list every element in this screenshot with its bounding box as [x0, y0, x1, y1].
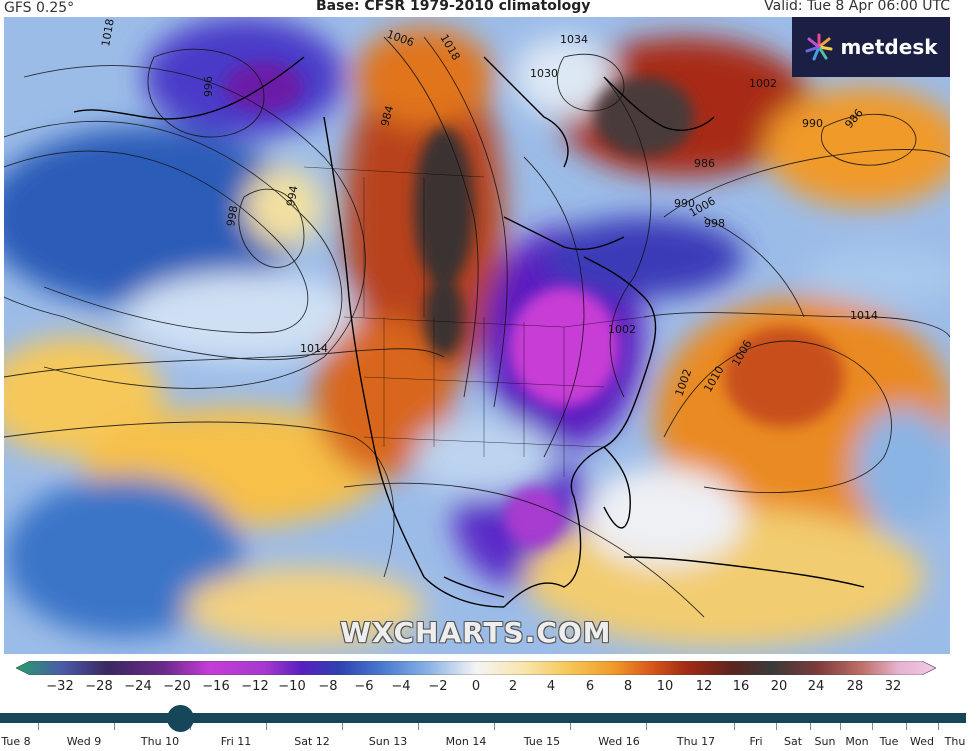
isobars [4, 36, 950, 618]
timeline-day[interactable]: Sat [783, 735, 803, 748]
colorbar-tick: −6 [354, 679, 374, 694]
anomaly-colorbar [16, 661, 936, 675]
timeline-day[interactable]: Fri [749, 735, 763, 748]
colorbar-tick: 6 [585, 679, 595, 694]
isobar-label: 990 [802, 117, 823, 130]
colorbar-tick: 0 [471, 679, 481, 694]
timeline-day[interactable]: Tue [879, 735, 899, 748]
isobar-label: 984 [378, 104, 396, 128]
colorbar-tick: 32 [884, 679, 902, 694]
timeline-day[interactable]: Sun [814, 735, 836, 748]
colorbar-tick: −16 [202, 679, 230, 694]
colorbar-tick: 8 [623, 679, 633, 694]
isobar-label: 1002 [608, 323, 636, 336]
colorbar-tick: 2 [508, 679, 518, 694]
metdesk-logo-text: metdesk [840, 35, 938, 59]
colorbar-tick: 4 [546, 679, 556, 694]
timeline-day[interactable]: Wed 9 [66, 735, 102, 748]
isobar-label: 994 [284, 185, 300, 208]
isobar-label: 1018 [99, 18, 117, 48]
timeline-day[interactable]: Fri 11 [220, 735, 252, 748]
wxcharts-watermark: WXCHARTS.COM [340, 616, 612, 649]
timeline-day[interactable]: Thu [944, 735, 966, 748]
timeline-track[interactable] [0, 713, 966, 723]
timeline-ticks [0, 723, 980, 731]
colorbar-tick: −32 [46, 679, 74, 694]
colorbar-tick: −4 [391, 679, 411, 694]
colorbar-tick: −12 [241, 679, 269, 694]
colorbar-tick: 28 [846, 679, 864, 694]
timeline-day[interactable]: Mon 14 [445, 735, 487, 748]
anomaly-field: 1018 1006 1018 1034 1030 1002 990 986 99… [4, 17, 950, 654]
isobar-label: 1014 [850, 309, 878, 322]
timeline-day[interactable]: Sat 12 [294, 735, 330, 748]
metdesk-star-icon [805, 33, 833, 61]
timeline-slider-handle[interactable] [167, 705, 194, 732]
timeline-day[interactable]: Thu 10 [140, 735, 180, 748]
isobar-label: 986 [694, 157, 715, 170]
anomaly-map[interactable]: 1018 1006 1018 1034 1030 1002 990 986 99… [4, 17, 950, 654]
isobar-label: 996 [202, 76, 215, 97]
timeline-day-labels: Tue 8 Wed 9 Thu 10 Fri 11 Sat 12 Sun 13 … [0, 735, 980, 751]
colorbar-ticks: −32 −28 −24 −20 −16 −12 −10 −8 −6 −4 −2 … [0, 679, 980, 699]
timeline-day[interactable]: Wed 16 [598, 735, 640, 748]
colorbar-tick: 20 [770, 679, 788, 694]
isobar-label: 998 [224, 205, 240, 228]
colorbar-tick: −28 [85, 679, 113, 694]
timeline-day[interactable]: Sun 13 [368, 735, 408, 748]
isobar-label: 1002 [749, 77, 777, 90]
timeline-day[interactable]: Wed [910, 735, 934, 748]
isobar-label: 998 [704, 217, 725, 230]
colorbar-tick: −10 [278, 679, 306, 694]
valid-time-label: Valid: Tue 8 Apr 06:00 UTC [764, 0, 950, 14]
colorbar-tick: −8 [318, 679, 338, 694]
isobar-label: 1014 [300, 342, 328, 355]
isobar-label: 990 [674, 197, 695, 210]
isobar-label: 1030 [530, 67, 558, 80]
colorbar-tick: −2 [428, 679, 448, 694]
base-climatology-label: Base: CFSR 1979-2010 climatology [316, 0, 591, 14]
timeline-day[interactable]: Thu 17 [676, 735, 716, 748]
colorbar-tick: 16 [732, 679, 750, 694]
colorbar-tick: 12 [695, 679, 713, 694]
timeline-day[interactable]: Tue 8 [1, 735, 31, 748]
timeline-day[interactable]: Mon [845, 735, 869, 748]
isobar-label: 1034 [560, 33, 588, 46]
metdesk-logo: metdesk [792, 17, 950, 77]
colorbar-tick: 10 [656, 679, 674, 694]
colorbar-tick: −20 [163, 679, 191, 694]
colorbar-tick: 24 [807, 679, 825, 694]
colorbar-tick: −24 [124, 679, 152, 694]
timeline-day[interactable]: Tue 15 [523, 735, 561, 748]
map-header: GFS 0.25° Base: CFSR 1979-2010 climatolo… [0, 0, 980, 18]
model-label: GFS 0.25° [4, 0, 75, 16]
